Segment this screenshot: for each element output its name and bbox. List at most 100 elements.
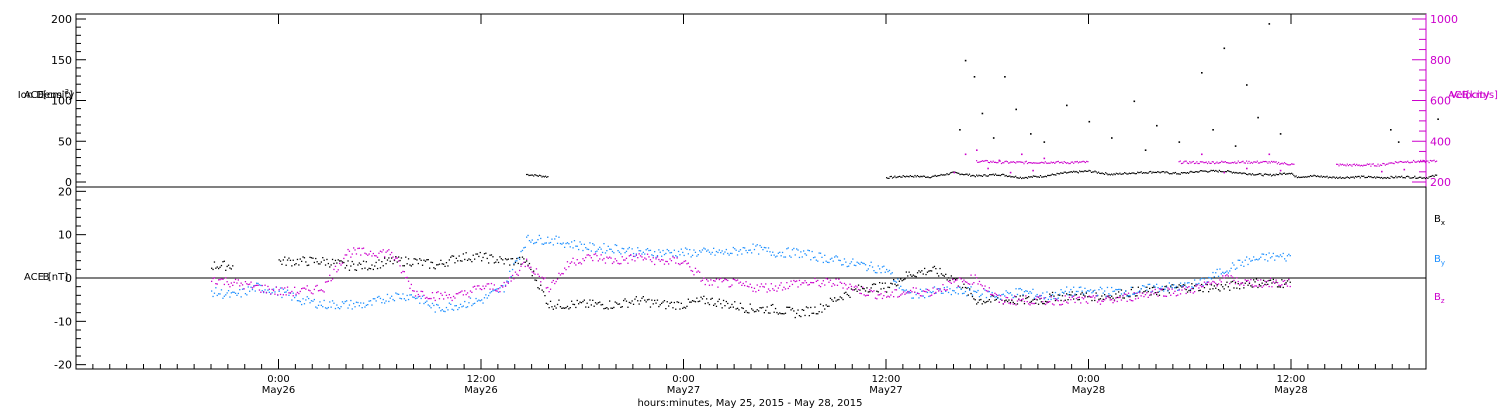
data-point [502, 285, 504, 287]
data-point [1313, 174, 1315, 176]
data-point [637, 300, 639, 302]
data-point [1212, 288, 1214, 290]
data-point [1041, 176, 1043, 178]
data-point [1228, 170, 1230, 172]
data-point [543, 176, 545, 178]
data-point [879, 268, 881, 270]
data-point [339, 262, 341, 265]
data-point [445, 262, 448, 264]
data-point [1156, 292, 1158, 294]
data-point [900, 176, 902, 178]
data-point [1047, 162, 1049, 164]
data-point [603, 308, 605, 310]
data-point [1058, 162, 1061, 164]
data-point [471, 261, 473, 263]
data-point [372, 298, 374, 300]
data-point [1258, 285, 1260, 287]
data-point [967, 283, 969, 285]
data-point [524, 261, 526, 263]
data-point [1113, 299, 1116, 301]
data-point [634, 255, 636, 258]
data-point [1320, 175, 1322, 177]
data-point [1189, 291, 1192, 293]
data-point [412, 290, 414, 292]
data-point [381, 251, 383, 253]
outlier-point [1088, 120, 1091, 123]
data-point [337, 259, 339, 261]
data-point [1112, 174, 1114, 176]
data-point [539, 174, 541, 176]
data-point [1132, 286, 1134, 289]
data-point [1251, 162, 1254, 164]
data-point [794, 280, 796, 283]
data-point [1253, 174, 1255, 176]
data-point [776, 290, 778, 292]
data-point [533, 272, 535, 274]
data-point [703, 247, 705, 249]
data-point [1061, 295, 1064, 297]
data-point [517, 274, 519, 276]
data-point [323, 299, 325, 302]
data-point [746, 311, 749, 314]
data-point [1186, 291, 1189, 293]
data-point [997, 294, 999, 297]
data-point [838, 298, 840, 301]
data-point [724, 305, 726, 307]
data-point [551, 238, 553, 240]
data-point [645, 258, 647, 260]
data-point [215, 283, 217, 285]
series-ion-density [526, 23, 1439, 180]
data-point [1025, 295, 1027, 297]
data-point [531, 275, 533, 277]
data-point [1216, 170, 1218, 172]
data-point [1005, 290, 1007, 292]
data-point [1095, 292, 1097, 294]
data-point [391, 251, 393, 254]
data-point [1067, 294, 1069, 296]
data-point [277, 294, 279, 296]
outlier-point [1021, 153, 1023, 156]
data-point [1233, 279, 1235, 282]
data-point [1087, 170, 1089, 172]
data-point [392, 256, 394, 258]
data-point [966, 295, 968, 297]
data-point [976, 174, 978, 176]
data-point [728, 254, 730, 256]
data-point [1168, 288, 1170, 290]
data-point [843, 292, 846, 294]
data-point [836, 299, 839, 301]
outlier-point [1437, 118, 1439, 120]
data-point [1201, 170, 1203, 172]
data-point [1397, 162, 1399, 164]
data-point [1163, 295, 1165, 297]
data-point [956, 287, 958, 289]
top-left-tick-label: 200 [51, 13, 72, 26]
data-point [1195, 283, 1197, 285]
data-point [614, 258, 616, 260]
data-point [950, 293, 952, 296]
data-point [735, 280, 737, 282]
data-point [970, 175, 972, 177]
data-point [507, 282, 509, 284]
data-point [623, 259, 625, 261]
data-point [1318, 175, 1320, 178]
data-point [935, 291, 937, 294]
data-point [526, 258, 528, 260]
data-point [909, 289, 912, 292]
data-point [538, 275, 540, 277]
data-point [614, 244, 616, 246]
data-point [1227, 162, 1229, 164]
data-point [531, 239, 533, 241]
data-point [1082, 160, 1084, 162]
data-point [1319, 176, 1321, 178]
data-point [1068, 291, 1071, 293]
data-point [954, 171, 956, 173]
data-point [1392, 162, 1394, 164]
data-point [379, 297, 382, 300]
outlier-point [1403, 168, 1406, 171]
data-point [448, 259, 450, 261]
data-point [592, 299, 594, 301]
data-point [305, 299, 307, 301]
data-point [1275, 161, 1277, 163]
data-point [613, 306, 615, 309]
